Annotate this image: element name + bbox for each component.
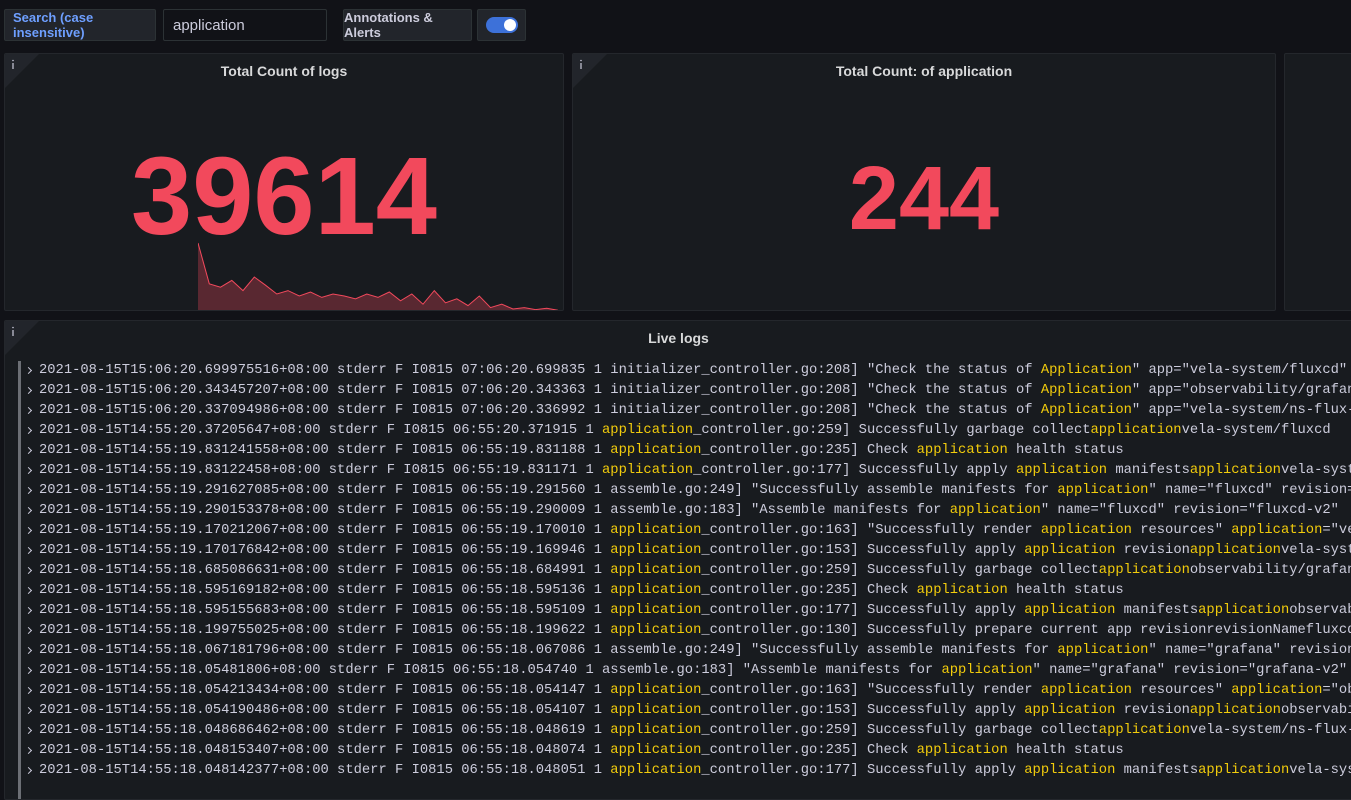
log-line[interactable]: 2021-08-15T14:55:19.83122458+08:00 stder… [21, 461, 1351, 481]
stat-value: 244 [848, 149, 1000, 249]
highlight: application [1090, 423, 1182, 438]
log-line[interactable]: 2021-08-15T14:55:18.199755025+08:00 stde… [21, 621, 1351, 641]
highlight: application [1057, 643, 1149, 658]
highlight: application [610, 563, 702, 578]
panel-title: Live logs [648, 330, 709, 346]
highlight: application [949, 503, 1041, 518]
search-label: Search (case insensitive) [4, 9, 156, 41]
panel-title: Total Count of logs [220, 63, 348, 79]
highlight: Application [1040, 383, 1132, 398]
log-line[interactable]: 2021-08-15T14:55:20.37205647+08:00 stder… [21, 421, 1351, 441]
info-corner [573, 54, 607, 88]
highlight: application [610, 683, 702, 698]
toggle-track[interactable] [485, 17, 518, 33]
search-input[interactable]: application [163, 9, 327, 41]
log-line[interactable]: 2021-08-15T14:55:18.054213434+08:00 stde… [21, 681, 1351, 701]
annotations-label: Annotations & Alerts [343, 9, 472, 41]
highlight: application [1016, 463, 1108, 478]
log-line[interactable]: 2021-08-15T15:06:20.337094986+08:00 stde… [21, 401, 1351, 421]
log-line[interactable]: 2021-08-15T14:55:18.05481806+08:00 stder… [21, 661, 1351, 681]
info-corner [5, 321, 39, 355]
highlight: application [1189, 543, 1281, 558]
highlight: application [1040, 683, 1132, 698]
log-line[interactable]: 2021-08-15T14:55:19.291627085+08:00 stde… [21, 481, 1351, 501]
logs-panel: Live logs 2021-08-15T15:06:20.699975516+… [4, 320, 1351, 800]
highlight: application [1198, 603, 1290, 618]
annotations-toggle[interactable] [477, 9, 526, 41]
highlight: application [1198, 763, 1290, 778]
highlight: application [916, 443, 1008, 458]
log-line[interactable]: 2021-08-15T14:55:18.048153407+08:00 stde… [21, 741, 1351, 761]
log-line[interactable]: 2021-08-15T14:55:18.595169182+08:00 stde… [21, 581, 1351, 601]
highlight: application [1098, 723, 1190, 738]
log-line[interactable]: 2021-08-15T14:55:18.595155683+08:00 stde… [21, 601, 1351, 621]
highlight: application [916, 743, 1008, 758]
stat-value: 39614 [131, 135, 437, 258]
panel-title: Total Count: of application [835, 63, 1013, 79]
highlight: application [1189, 703, 1281, 718]
highlight: application [1231, 523, 1323, 538]
log-line[interactable]: 2021-08-15T14:55:18.054190486+08:00 stde… [21, 701, 1351, 721]
highlight: application [1040, 523, 1132, 538]
info-corner [5, 54, 39, 88]
highlight: application [941, 663, 1033, 678]
highlight: application [1057, 483, 1149, 498]
highlight: application [1098, 563, 1190, 578]
highlight: application [602, 423, 694, 438]
highlight: application [1024, 603, 1116, 618]
log-line[interactable]: 2021-08-15T15:06:20.343457207+08:00 stde… [21, 381, 1351, 401]
sparkline-line [198, 242, 558, 310]
log-line[interactable]: 2021-08-15T14:55:19.831241558+08:00 stde… [21, 441, 1351, 461]
log-line[interactable]: 2021-08-15T14:55:19.170212067+08:00 stde… [21, 521, 1351, 541]
sparkline [198, 242, 558, 310]
highlight: application [610, 543, 702, 558]
highlight: application [1024, 543, 1116, 558]
log-line[interactable]: 2021-08-15T14:55:19.170176842+08:00 stde… [21, 541, 1351, 561]
log-line[interactable]: 2021-08-15T14:55:18.067181796+08:00 stde… [21, 641, 1351, 661]
highlight: Application [1040, 363, 1132, 378]
highlight: application [610, 623, 702, 638]
log-line[interactable]: 2021-08-15T14:55:18.048142377+08:00 stde… [21, 761, 1351, 781]
highlight: application [1024, 763, 1116, 778]
highlight: application [1189, 463, 1281, 478]
log-line[interactable]: 2021-08-15T14:55:18.048686462+08:00 stde… [21, 721, 1351, 741]
toggle-knob [503, 19, 516, 31]
highlight: application [610, 723, 702, 738]
highlight: application [610, 443, 702, 458]
highlight: application [916, 583, 1008, 598]
log-line[interactable]: 2021-08-15T14:55:18.685086631+08:00 stde… [21, 561, 1351, 581]
highlight: application [602, 463, 694, 478]
highlight: application [610, 603, 702, 618]
highlight: application [610, 743, 702, 758]
log-line[interactable]: 2021-08-15T14:55:19.290153378+08:00 stde… [21, 501, 1351, 521]
highlight: application [610, 703, 702, 718]
stat-panel [1284, 53, 1351, 311]
highlight: application [1024, 703, 1116, 718]
log-line[interactable]: 2021-08-15T15:06:20.699975516+08:00 stde… [21, 361, 1351, 381]
stat-panel: Total Count: of application 244 [572, 53, 1276, 311]
highlight: application [610, 523, 702, 538]
highlight: Application [1040, 403, 1132, 418]
highlight: application [610, 583, 702, 598]
highlight: application [610, 763, 702, 778]
sparkline-area [198, 243, 557, 310]
stat-panel: Total Count of logs 39614 [4, 53, 564, 311]
log-list: 2021-08-15T15:06:20.699975516+08:00 stde… [18, 361, 1351, 799]
highlight: application [1231, 683, 1323, 698]
